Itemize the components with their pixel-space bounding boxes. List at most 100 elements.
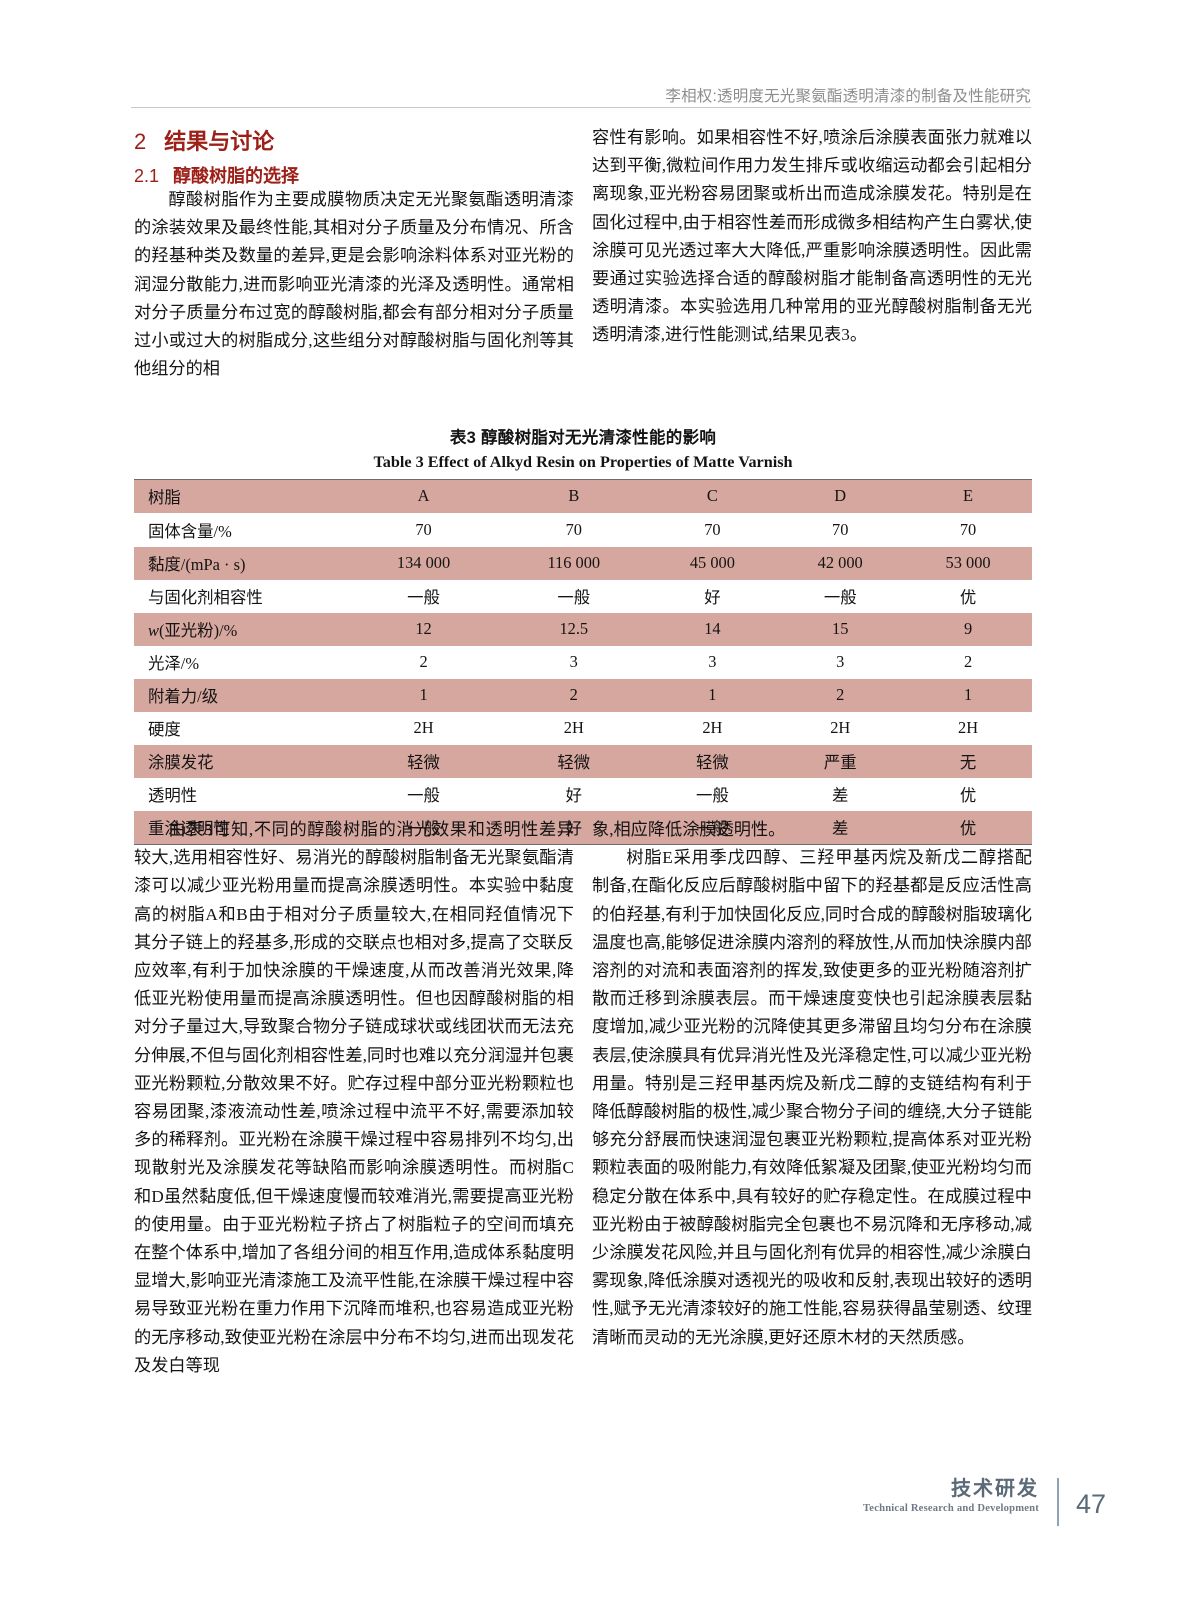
- table-row-label: 重涂透明性: [134, 811, 348, 845]
- table-row-label: 涂膜发花: [134, 745, 348, 778]
- table-header-cell: A: [348, 479, 500, 514]
- table-row-label: 硬度: [134, 712, 348, 745]
- table-cell: 轻微: [348, 745, 500, 778]
- table-cell: 一般: [348, 811, 500, 845]
- table-cell: 优: [904, 811, 1032, 845]
- table-cell: 70: [776, 513, 905, 547]
- table-cell: 2: [499, 679, 649, 712]
- table-cell: 一般: [776, 580, 905, 613]
- table-row: w(亚光粉)/% 12 12.5 14 15 9: [134, 613, 1032, 646]
- table-row-label: 附着力/级: [134, 679, 348, 712]
- column-right-lower: 象,相应降低涂膜透明性。 树脂E采用季戊四醇、三羟甲基丙烷及新戊二醇搭配制备,在…: [592, 816, 1032, 1456]
- section-number-2: 2.1: [134, 166, 160, 186]
- table-cell: 2: [776, 679, 905, 712]
- paragraph-right-1: 容性有影响。如果相容性不好,喷涂后涂膜表面张力就难以达到平衡,微粒间作用力发生排…: [592, 128, 1032, 345]
- table-cell: 无: [904, 745, 1032, 778]
- table-row-label: 固体含量/%: [134, 513, 348, 547]
- table-cell: 轻微: [499, 745, 649, 778]
- table-cell: 70: [348, 513, 500, 547]
- table-header-cell: B: [499, 479, 649, 514]
- table-cell: 53 000: [904, 547, 1032, 580]
- table-row: 涂膜发花 轻微 轻微 轻微 严重无: [134, 745, 1032, 778]
- section-number-1: 2: [134, 129, 147, 154]
- table-cell: 一般: [348, 580, 500, 613]
- table-cell: 70: [648, 513, 777, 547]
- table-cell: 15: [776, 613, 905, 646]
- table-cell: 优: [904, 778, 1032, 811]
- page-number: 47: [1075, 1489, 1106, 1519]
- table-cell: 12: [348, 613, 500, 646]
- table-row-label: 光泽/%: [134, 646, 348, 679]
- table-row: 硬度 2H 2H 2H 2H 2H: [134, 712, 1032, 745]
- table-header-cell: D: [776, 479, 905, 514]
- table-cell: 14: [648, 613, 777, 646]
- table-cell: 1: [348, 679, 500, 712]
- table-cell: 一般: [499, 580, 649, 613]
- table-cell: 2: [348, 646, 500, 679]
- table-cell: 1: [904, 679, 1032, 712]
- table-cell: 42 000: [776, 547, 905, 580]
- column-right-upper: 容性有影响。如果相容性不好,喷涂后涂膜表面张力就难以达到平衡,微粒间作用力发生排…: [592, 124, 1032, 396]
- paragraph-right-3: 树脂E采用季戊四醇、三羟甲基丙烷及新戊二醇搭配制备,在酯化反应后醇酸树脂中留下的…: [592, 848, 1032, 1347]
- table-row-label: w(亚光粉)/%: [134, 613, 348, 646]
- column-left-lower: 由表3可知,不同的醇酸树脂的消光效果和透明性差异较大,选用相容性好、易消光的醇酸…: [134, 816, 574, 1456]
- table-cell: 3: [499, 646, 649, 679]
- table-header-cell: E: [904, 479, 1032, 514]
- table-caption-chinese: 表3 醇酸树脂对无光清漆性能的影响: [449, 429, 717, 447]
- paragraph-left-2: 由表3可知,不同的醇酸树脂的消光效果和透明性差异较大,选用相容性好、易消光的醇酸…: [134, 820, 574, 1375]
- footer-section-chinese: 技术研发: [951, 1478, 1039, 1500]
- section-heading-level2: 2.1 醇酸树脂的选择: [134, 162, 299, 188]
- table-row: 固体含量/% 70 70 70 70 70: [134, 513, 1032, 547]
- table-header-cell-label: 树脂: [134, 479, 348, 514]
- table-3-block: 表3 醇酸树脂对无光清漆性能的影响 Table 3 Effect of Alky…: [134, 424, 1032, 845]
- table-cell: 轻微: [648, 745, 777, 778]
- table-cell: 3: [648, 646, 777, 679]
- header-divider-rule: [131, 107, 1031, 108]
- table-cell: 2H: [904, 712, 1032, 745]
- table-cell: 2H: [348, 712, 500, 745]
- table-cell: 9: [904, 613, 1032, 646]
- table-cell: 优: [904, 580, 1032, 613]
- table-cell: 2H: [499, 712, 649, 745]
- table-cell: 差: [776, 811, 905, 845]
- table-cell: 好: [499, 811, 649, 845]
- table-cell: 一般: [648, 811, 777, 845]
- table-row: 光泽/% 2 3 3 3 2: [134, 646, 1032, 679]
- table-row: 重涂透明性 一般好一般差优: [134, 811, 1032, 845]
- table-cell: 一般: [648, 778, 777, 811]
- table-cell: 差: [776, 778, 905, 811]
- table-row: 与固化剂相容性 一般 一般好一般优: [134, 580, 1032, 613]
- table-row: 透明性 一般好一般差优: [134, 778, 1032, 811]
- table-row-label: 与固化剂相容性: [134, 580, 348, 613]
- footer-section-label: 技术研发 Technical Research and Development: [863, 1478, 1039, 1514]
- section-title-2: 醇酸树脂的选择: [173, 166, 300, 186]
- table-cell: 12.5: [499, 613, 649, 646]
- table-header-row: 树脂 A B C D E: [134, 479, 1032, 514]
- table-cell: 严重: [776, 745, 905, 778]
- table-row-label-symbol: w: [148, 621, 159, 640]
- table-cell: 2H: [648, 712, 777, 745]
- table-cell: 116 000: [499, 547, 649, 580]
- section-heading-level1: 2 结果与讨论: [134, 124, 274, 156]
- table-cell: 2: [904, 646, 1032, 679]
- footer-divider-bar: [1057, 1478, 1059, 1526]
- table-header-cell: C: [648, 479, 777, 514]
- table-caption-english: Table 3 Effect of Alkyd Resin on Propert…: [373, 453, 793, 471]
- table-cell: 70: [499, 513, 649, 547]
- table-cell: 好: [499, 778, 649, 811]
- table-row-label: 黏度/(mPa · s): [134, 547, 348, 580]
- table-3: 树脂 A B C D E 固体含量/% 70 70 70 70 70 黏度/(mPa · s) 134 0…: [134, 479, 1032, 845]
- table-cell: 134 000: [348, 547, 500, 580]
- running-header-title: 李相权:透明度无光聚氨酯透明清漆的制备及性能研究: [665, 88, 1031, 105]
- table-row: 附着力/级 1 2 1 2 1: [134, 679, 1032, 712]
- table-cell: 好: [648, 580, 777, 613]
- section-title-1: 结果与讨论: [164, 129, 275, 154]
- table-cell: 3: [776, 646, 905, 679]
- table-cell: 1: [648, 679, 777, 712]
- paragraph-left-1: 醇酸树脂作为主要成膜物质决定无光聚氨酯透明清漆的涂装效果及最终性能,其相对分子质…: [134, 190, 574, 379]
- table-row-label: 透明性: [134, 778, 348, 811]
- paragraph-right-2: 象,相应降低涂膜透明性。: [592, 820, 786, 839]
- table-cell: 45 000: [648, 547, 777, 580]
- column-left-upper: 醇酸树脂作为主要成膜物质决定无光聚氨酯透明清漆的涂装效果及最终性能,其相对分子质…: [134, 186, 574, 396]
